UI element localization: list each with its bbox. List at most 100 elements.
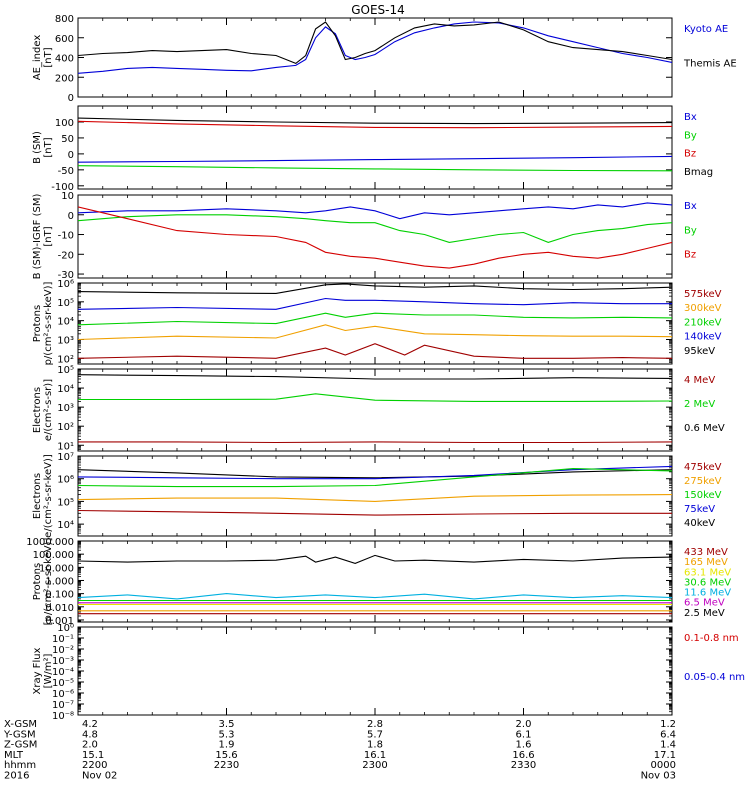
y-axis-label: e/(cm²-s-sr-keV)] — [43, 454, 54, 538]
panel-frame — [77, 282, 673, 365]
y-tick-label: 1.000 — [45, 576, 74, 587]
legend-label: 140keV — [684, 332, 722, 343]
y-axis-label: Electrons — [32, 473, 43, 519]
orbit-cell: 1.4 — [660, 740, 676, 751]
y-tick-label: 10⁶ — [57, 279, 74, 290]
orbit-row-label: hhmm — [4, 760, 36, 771]
orbit-cell: 17.1 — [654, 750, 676, 761]
legend-label: 475keV — [684, 462, 722, 473]
orbit-row-label: Z-GSM — [4, 740, 37, 751]
y-tick-label: 10.000 — [39, 563, 74, 574]
y-tick-label: 10⁻⁵ — [52, 678, 74, 689]
y-tick-label: 10⁵ — [57, 497, 74, 508]
series-line-themis-ae — [78, 21, 672, 65]
panel-protons_high: 0.001 0.010 0.100 1.000 10.000 100.000 1000.00… — [26, 537, 731, 627]
series-line-11-6-mev — [78, 593, 672, 600]
legend-label: 6.5 MeV — [684, 598, 725, 609]
legend-label: 2 MeV — [684, 399, 715, 410]
orbit-cell: 2.0 — [82, 740, 98, 751]
series-group — [78, 465, 672, 516]
y-axis-label: B (SM) — [32, 131, 43, 164]
orbit-cell: 2230 — [214, 760, 239, 771]
orbit-row-label: 2016 — [4, 771, 29, 782]
series-line-by — [78, 214, 672, 243]
orbit-cell: 2300 — [362, 760, 387, 771]
series-group — [78, 283, 672, 359]
legend-label: Bmag — [684, 167, 713, 178]
y-tick-label: 0.001 — [45, 616, 74, 627]
y-tick-label: -10 — [58, 231, 74, 242]
legend-label: 300keV — [684, 303, 722, 314]
series-line-75kev — [78, 465, 672, 480]
series-line-bmag — [78, 117, 672, 125]
y-axis-label: Protons — [32, 305, 43, 342]
orbit-cell: 2.8 — [367, 719, 383, 730]
y-tick-label: 800 — [55, 14, 74, 25]
panel-bsm: -100 -50 0 50 100 B (SM) [nT] Bx By Bz Bmag — [32, 105, 713, 193]
y-axis-label: [p/(cm²-s-sr-keV)] — [43, 538, 54, 626]
orbit-cell: 1.6 — [516, 740, 532, 751]
y-tick-label: 200 — [55, 73, 74, 84]
orbit-cell: 2200 — [82, 760, 107, 771]
y-tick-label: 10⁰ — [57, 623, 74, 634]
series-line-275kev — [78, 494, 672, 502]
legend-label: 75keV — [684, 504, 715, 515]
panel-protons_low: 10² 10³ 10⁴ 10⁵ 10⁶ Protons p/(cm²-s-sr-keV)] 5… — [32, 279, 722, 365]
orbit-cell: 0000 — [651, 760, 676, 771]
panel-frame — [77, 626, 673, 716]
y-tick-label: 10⁷ — [57, 452, 74, 463]
orbit-table: X-GSM 4.2 3.5 2.8 2.0 1.2 Y-GSM 4.8 5.3 5.7 6.1 6.4… — [3, 719, 676, 782]
y-axis-label: B (SM)-IGRF (SM) — [32, 194, 43, 280]
legend-label: 0.6 MeV — [684, 423, 725, 434]
orbit-cell: 1.2 — [660, 719, 676, 730]
y-axis-label: Protons — [32, 563, 43, 600]
series-line-0-6-mev — [78, 374, 672, 380]
series-line-bx — [78, 202, 672, 220]
orbit-cell: 1.8 — [367, 740, 383, 751]
series-line-4-mev — [78, 441, 672, 444]
y-tick-label: -100 — [51, 182, 74, 193]
y-axis-label: [nT] — [43, 226, 54, 246]
legend-label: 150keV — [684, 490, 722, 501]
y-axis-label: Xray Flux — [32, 647, 43, 694]
y-tick-label: 1000.000 — [26, 537, 74, 548]
chart-title: GOES-14 — [351, 3, 405, 17]
panel-electrons_kev: 10⁴ 10⁵ 10⁶ 10⁷ Electrons e/(cm²-s-sr-keV)] 47… — [32, 452, 722, 538]
panel-frame — [77, 455, 673, 537]
series-group — [78, 374, 672, 444]
y-tick-label: 50 — [61, 134, 74, 145]
y-axis-label: [nT] — [43, 47, 54, 67]
legend-label: 11.6 MeV — [684, 588, 731, 599]
panel-frame — [77, 105, 673, 190]
series-line-210kev — [78, 312, 672, 326]
series-line-kyoto-ae — [78, 21, 672, 74]
orbit-cell: 2.0 — [516, 719, 532, 730]
y-tick-label: 600 — [55, 34, 74, 45]
panel-frame — [77, 17, 673, 98]
series-line-140kev — [78, 297, 672, 310]
y-tick-label: 10⁴ — [57, 317, 74, 328]
orbit-cell: 15.6 — [215, 750, 237, 761]
y-tick-label: 10⁻⁶ — [52, 689, 74, 700]
orbit-cell: 6.1 — [516, 729, 532, 740]
y-axis-label: Electrons — [32, 387, 43, 433]
y-tick-label: 400 — [55, 54, 74, 65]
orbit-cell: Nov 02 — [82, 771, 117, 782]
legend-label: 30.6 MeV — [684, 577, 731, 588]
y-tick-label: -30 — [58, 270, 74, 281]
y-tick-label: 0.010 — [45, 603, 74, 614]
panel-ae: 0 200 400 600 800 AE_index [nT] Kyoto AE Themis … — [32, 14, 737, 104]
y-tick-label: 10¹ — [57, 441, 74, 452]
y-tick-label: 10⁴ — [57, 520, 74, 531]
y-tick-label: 10⁵ — [57, 298, 74, 309]
panel-bigrf: -30 -20 -10 0 10 B (SM)-IGRF (SM) [nT] Bx By Bz — [32, 191, 697, 281]
legend-label: By — [684, 130, 697, 141]
y-tick-label: -50 — [58, 166, 74, 177]
series-line-150kev — [78, 468, 672, 488]
series-group — [78, 117, 672, 172]
y-axis-label: [nT] — [43, 137, 54, 157]
